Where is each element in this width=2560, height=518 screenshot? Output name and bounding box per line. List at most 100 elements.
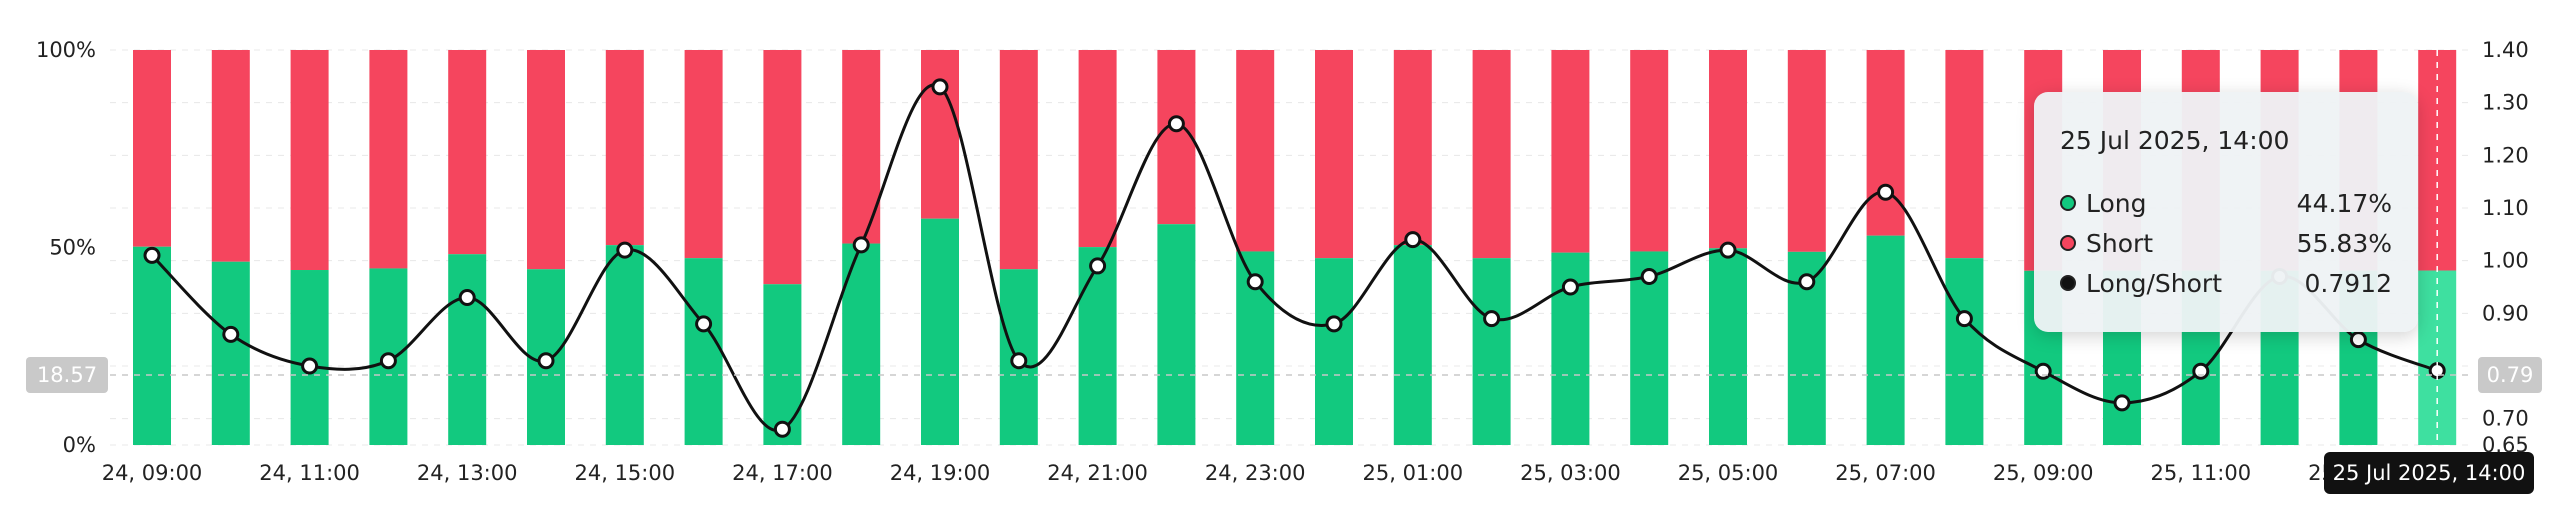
- bar-short: [1630, 50, 1669, 252]
- bar-short: [1078, 50, 1117, 248]
- bar-short: [1393, 50, 1432, 246]
- bar-short: [527, 50, 565, 270]
- left-axis: 0% 50% 100%: [36, 38, 96, 457]
- right-axis-tick-label: 1.20: [2482, 143, 2529, 167]
- ratio-point: [1640, 267, 1658, 285]
- bar-short: [448, 50, 487, 255]
- ratio-point: [695, 315, 713, 333]
- ratio-line-group: [143, 78, 2446, 438]
- x-axis: 24, 09:00 24, 11:00 24, 13:00 24, 15:00 24, …: [102, 461, 2409, 485]
- bar-short: [1157, 50, 1196, 225]
- bar-short: [1236, 50, 1275, 252]
- bar-short: [1472, 50, 1511, 259]
- ratio-point: [1246, 273, 1264, 291]
- bar-short: [763, 50, 802, 285]
- ratio-point: [301, 357, 319, 375]
- ratio-line: [150, 83, 2438, 432]
- left-axis-tick-label: 50%: [49, 236, 96, 260]
- bar-short: [1866, 50, 1905, 236]
- tooltip-row-ratio: Long/Short 0.7912: [2060, 263, 2392, 303]
- ratio-point: [773, 420, 791, 438]
- ratio-point: [931, 78, 949, 96]
- bar-long: [1866, 235, 1905, 445]
- ratio-point: [1089, 257, 1107, 275]
- short-dot-icon: [2060, 235, 2076, 251]
- grid-lines: [110, 49, 2470, 446]
- bar-long: [133, 246, 171, 445]
- ratio-point: [1955, 310, 1973, 328]
- bar-long: [1709, 248, 1747, 445]
- tooltip-label-long: Long: [2086, 188, 2147, 218]
- ratio-point: [1561, 278, 1579, 296]
- x-axis-tick-label: 25, 05:00: [1678, 461, 1779, 485]
- right-axis: 0.650.700.800.901.001.101.201.301.40: [2482, 38, 2529, 457]
- crosshair: [110, 50, 2470, 445]
- right-axis-tick-label: 0.70: [2482, 407, 2529, 431]
- bar-long: [448, 254, 487, 445]
- x-axis-tick-label: 24, 15:00: [575, 461, 676, 485]
- bar-long: [1157, 224, 1196, 445]
- x-axis-tick-label: 25, 07:00: [1835, 461, 1936, 485]
- ratio-point: [852, 236, 870, 254]
- bar-short: [1551, 50, 1590, 253]
- long-dot-icon: [2060, 195, 2076, 211]
- bar-long: [211, 261, 250, 445]
- ratio-point: [458, 289, 476, 307]
- x-axis-tick-label: 25, 11:00: [2151, 461, 2252, 485]
- bar-short: [999, 50, 1038, 270]
- ratio-point: [1010, 352, 1028, 370]
- bar-long: [1315, 258, 1353, 445]
- bar-short: [211, 50, 250, 262]
- right-axis-tick-label: 1.30: [2482, 91, 2529, 115]
- bar-long: [1078, 247, 1117, 445]
- tooltip-value-long: 44.17%: [2296, 188, 2392, 218]
- ratio-point: [222, 325, 240, 343]
- tooltip-row-short: Short 55.83%: [2060, 223, 2392, 263]
- bar-long: [2418, 270, 2457, 445]
- right-axis-tick-label: 1.00: [2482, 249, 2529, 273]
- ratio-point: [537, 352, 555, 370]
- tooltip-label-ratio: Long/Short: [2086, 268, 2223, 298]
- right-axis-tick-label: 0.90: [2482, 301, 2529, 325]
- ratio-point: [1719, 241, 1737, 259]
- bar-long: [1945, 258, 1984, 445]
- ratio-dot-icon: [2060, 275, 2076, 291]
- x-axis-tick-label: 24, 21:00: [1047, 461, 1148, 485]
- crosshair-time-label: 25 Jul 2025, 14:00: [2324, 452, 2534, 494]
- bar-short: [369, 50, 408, 269]
- x-axis-tick-label: 24, 19:00: [890, 461, 991, 485]
- bar-long: [1472, 258, 1511, 445]
- tooltip-label-short: Short: [2086, 228, 2154, 258]
- hover-left-value-tag: 18.57: [26, 357, 108, 393]
- bar-long: [1393, 245, 1432, 445]
- left-axis-tick-label: 100%: [36, 38, 96, 62]
- x-axis-tick-label: 25, 01:00: [1363, 461, 1464, 485]
- bar-short: [1709, 50, 1747, 249]
- bar-short: [1945, 50, 1984, 259]
- tooltip-value-short: 55.83%: [2296, 228, 2392, 258]
- ratio-point: [2192, 362, 2210, 380]
- x-axis-tick-label: 25, 03:00: [1520, 461, 1621, 485]
- x-axis-tick-label: 24, 13:00: [417, 461, 518, 485]
- bar-long: [842, 243, 881, 445]
- ratio-point: [143, 246, 161, 264]
- ratio-point: [379, 352, 397, 370]
- bar-long: [605, 245, 644, 445]
- ratio-point: [2113, 394, 2131, 412]
- tooltip-title: 25 Jul 2025, 14:00: [2060, 126, 2290, 155]
- left-axis-tick-label: 0%: [63, 433, 96, 457]
- x-axis-tick-label: 24, 23:00: [1205, 461, 1306, 485]
- tooltip: 25 Jul 2025, 14:00 Long 44.17% Short 55.…: [2034, 92, 2418, 332]
- ratio-point: [2349, 331, 2367, 349]
- bar-short: [684, 50, 723, 259]
- ratio-point: [1167, 115, 1185, 133]
- ratio-point: [1404, 231, 1422, 249]
- ratio-point: [1483, 310, 1501, 328]
- tooltip-row-long: Long 44.17%: [2060, 183, 2392, 223]
- x-axis-tick-label: 24, 17:00: [732, 461, 833, 485]
- bar-short: [133, 50, 171, 247]
- right-axis-tick-label: 1.10: [2482, 196, 2529, 220]
- right-axis-tick-label: 1.40: [2482, 38, 2529, 62]
- x-axis-tick-label: 24, 11:00: [259, 461, 360, 485]
- x-axis-tick-label: 24, 09:00: [102, 461, 203, 485]
